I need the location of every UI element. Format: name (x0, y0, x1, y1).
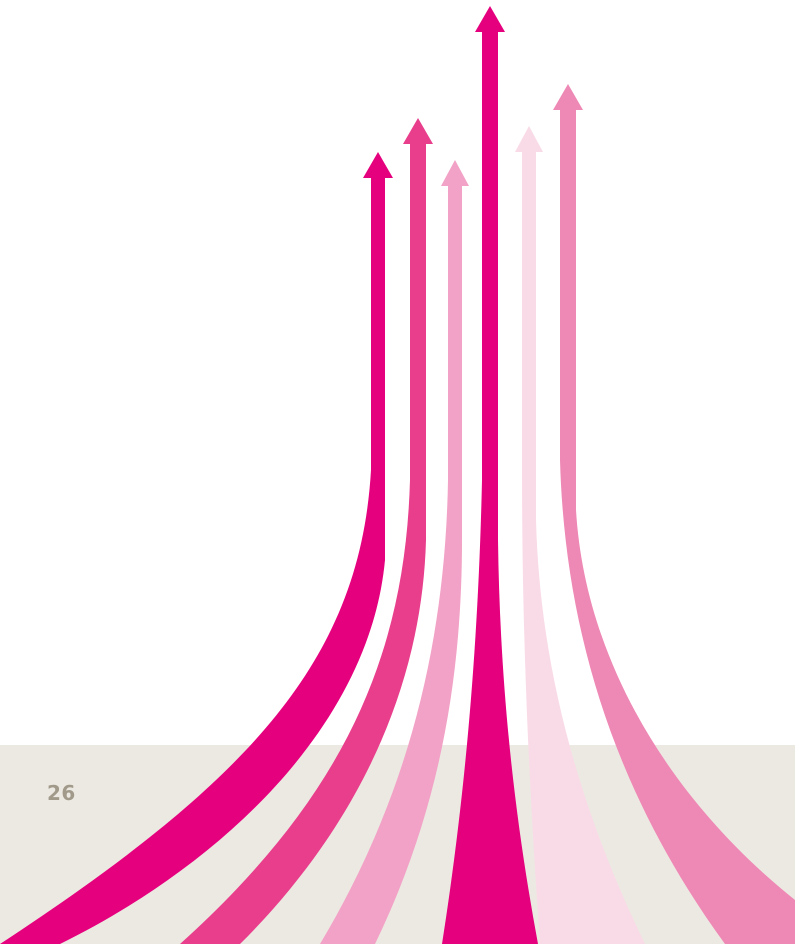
arrow-6 (553, 84, 795, 944)
arrow-1-body (0, 176, 385, 944)
arrow-1-head (363, 152, 393, 178)
arrow-1 (0, 152, 393, 944)
arrow-5-head (515, 126, 543, 152)
arrow-4 (442, 6, 538, 944)
arrow-5 (515, 126, 645, 944)
arrow-3-body (320, 184, 462, 944)
arrow-2-head (403, 118, 433, 144)
arrow-4-body (442, 30, 538, 944)
arrow-6-body (560, 108, 795, 944)
arrow-2-body (180, 142, 426, 944)
arrow-6-head (553, 84, 583, 110)
arrow-3 (320, 160, 469, 944)
arrow-5-body (522, 150, 645, 944)
arrow-2 (180, 118, 433, 944)
arrow-4-head (475, 6, 505, 32)
arrow-3-head (441, 160, 469, 186)
page-number: 26 (47, 781, 76, 805)
